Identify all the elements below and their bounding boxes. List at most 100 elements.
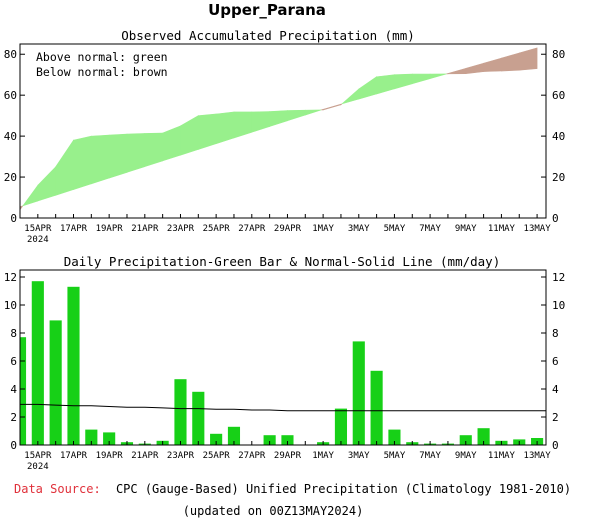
y-tick-label-right: 80 [552, 48, 565, 61]
bottom-chart-title: Daily Precipitation-Green Bar & Normal-S… [64, 254, 501, 269]
accum-fill-segment [162, 125, 181, 162]
x-tick-label: 29APR [274, 451, 302, 461]
daily-bar [174, 379, 187, 445]
accum-fill-segment [22, 184, 39, 207]
x-tick-label: 3MAY [348, 451, 370, 461]
y-tick-label-left: 60 [4, 89, 17, 102]
y-tick-label-right: 0 [552, 212, 559, 225]
x-tick-label: 25APR [203, 224, 231, 234]
accum-fill-segment [287, 109, 306, 122]
x-tick-label: 23APR [167, 224, 195, 234]
daily-bar [67, 286, 80, 445]
y-tick-label-right: 60 [552, 89, 565, 102]
x-tick-label: 17APR [60, 224, 88, 234]
daily-bar [192, 391, 205, 445]
daily-bar [210, 433, 223, 445]
accum-fill-segment [501, 52, 520, 72]
daily-bar [281, 435, 294, 445]
y-tick-label-right: 10 [552, 299, 565, 312]
accum-fill-segment [341, 88, 360, 105]
x-year-label: 2024 [27, 235, 49, 245]
daily-precipitation-chart: 0 0 2 2 4 4 6 6 8 8 10 10 12 12 15APR 17APR 19APR 21APR 23… [4, 269, 565, 472]
accum-fill-segment [358, 76, 377, 100]
data-source-text: CPC (Gauge-Based) Unified Precipitation … [116, 482, 571, 496]
y-tick-label-left: 2 [10, 411, 17, 424]
x-tick-label: 17APR [60, 451, 88, 461]
accum-fill-segment [447, 67, 467, 75]
x-tick-label: 1MAY [312, 224, 334, 234]
daily-bar [352, 341, 365, 445]
x-tick-label: 9MAY [455, 224, 477, 234]
daily-bar [85, 429, 98, 445]
data-source-line: Data Source: CPC (Gauge-Based) Unified P… [14, 482, 571, 496]
x-tick-label: 15APR [24, 224, 52, 234]
y-tick-label-left: 8 [10, 327, 17, 340]
y-tick-label-left: 0 [10, 439, 17, 452]
top-plot-frame [19, 43, 547, 219]
y-tick-label-right: 20 [552, 171, 565, 184]
y-tick-label-right: 0 [552, 439, 559, 452]
x-tick-label: 25APR [203, 451, 231, 461]
y-tick-label-right: 4 [552, 383, 559, 396]
y-tick-label-left: 40 [4, 130, 17, 143]
y-tick-label-left: 20 [4, 171, 17, 184]
daily-bar [20, 337, 27, 445]
x-tick-label: 19APR [96, 451, 124, 461]
x-tick-label: 5MAY [384, 224, 406, 234]
x-tick-label: 21APR [131, 224, 159, 234]
y-tick-label-right: 40 [552, 130, 565, 143]
x-tick-label: 23APR [167, 451, 195, 461]
x-tick-label: 15APR [24, 451, 52, 461]
accum-fill-segment [180, 115, 199, 156]
daily-bar [31, 281, 44, 445]
accum-fill-segment [251, 111, 270, 133]
accum-fill-segment [394, 73, 413, 90]
accum-fill-segment [304, 109, 322, 116]
daily-bar [49, 320, 62, 445]
chart-main-title: Upper_Parana [208, 1, 326, 19]
accum-fill-segment [483, 57, 502, 72]
accum-fill-segment [465, 62, 484, 75]
accum-fill-segment [215, 111, 235, 145]
y-tick-label-right: 8 [552, 327, 559, 340]
y-tick-label-left: 0 [10, 212, 17, 225]
accumulated-precipitation-chart: 0 0 20 20 40 40 60 60 80 80 15APR 17APR 19APR 21APR 23… [4, 43, 565, 245]
accum-fill-segment [108, 133, 128, 179]
daily-bar [334, 408, 348, 445]
y-tick-label-right: 6 [552, 355, 559, 368]
x-tick-label: 27APR [238, 451, 266, 461]
legend-below-normal: Below normal: brown [36, 65, 168, 79]
accum-fill-segment [340, 103, 343, 106]
accum-fill-segment [73, 135, 92, 190]
y-tick-label-left: 6 [10, 355, 17, 368]
accum-fill-segment [322, 103, 342, 111]
daily-bar [227, 426, 241, 445]
x-tick-label: 27APR [238, 224, 266, 234]
y-tick-label-left: 10 [4, 299, 17, 312]
daily-bar [103, 432, 116, 445]
legend-above-normal: Above normal: green [36, 50, 168, 64]
x-tick-label: 7MAY [419, 224, 441, 234]
accum-fill-segment [269, 110, 288, 127]
accum-fill-segment [429, 73, 447, 79]
accum-fill-segment [126, 133, 146, 173]
x-tick-label: 21APR [131, 451, 159, 461]
x-tick-label: 9MAY [455, 451, 477, 461]
x-tick-label: 7MAY [419, 451, 441, 461]
y-tick-label-left: 4 [10, 383, 17, 396]
top-chart-title: Observed Accumulated Precipitation (mm) [121, 28, 415, 43]
accum-fill-segment [411, 73, 431, 85]
y-tick-label-left: 12 [4, 271, 17, 284]
data-source-label: Data Source: [14, 482, 101, 496]
x-year-label: 2024 [27, 462, 49, 472]
y-tick-label-right: 2 [552, 411, 559, 424]
accum-fill-segment [37, 166, 56, 202]
x-tick-label: 29APR [274, 224, 302, 234]
daily-bar [459, 435, 472, 445]
accum-fill-segment [518, 47, 538, 71]
accum-fill-segment [233, 111, 253, 139]
daily-bar [370, 370, 383, 445]
x-tick-label: 11MAY [488, 224, 516, 234]
daily-bar [263, 435, 276, 445]
